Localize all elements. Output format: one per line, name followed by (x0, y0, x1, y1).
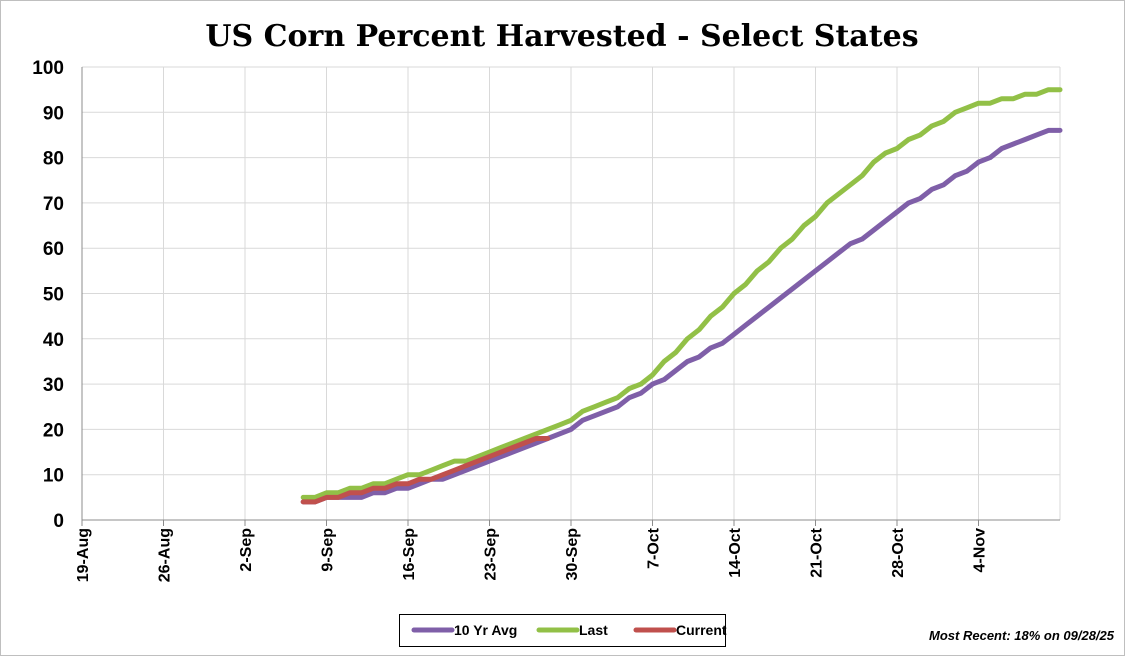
y-tick-label: 70 (43, 194, 64, 215)
x-tick-label: 7-Oct (646, 527, 663, 569)
series-lines (300, 87, 1063, 505)
x-tick-label: 23-Sep (483, 528, 500, 581)
y-tick-label: 40 (43, 330, 64, 351)
x-tick-label: 9-Sep (320, 528, 337, 572)
x-tick-label: 21-Oct (809, 527, 826, 577)
y-axis-tick-labels: 0 10 20 30 40 50 60 70 80 90 100 (32, 58, 64, 532)
legend-label-last: Last (579, 622, 608, 638)
x-axis-tick-labels: 19-Aug 26-Aug 2-Sep 9-Sep 16-Sep 23-Sep 30-Sep… (75, 527, 989, 582)
y-tick-label: 20 (43, 420, 64, 441)
x-tick-label: 28-Oct (890, 527, 907, 577)
y-tick-label: 50 (43, 285, 64, 306)
legend-label-current: Current (676, 622, 727, 638)
y-tick-label: 100 (32, 58, 64, 79)
y-tick-label: 10 (43, 466, 64, 487)
x-tick-label: 16-Sep (401, 528, 418, 581)
legend: 10 Yr Avg Last Current (399, 614, 727, 647)
axes (81, 67, 1060, 526)
x-tick-label: 4-Nov (972, 528, 989, 573)
y-tick-label: 0 (53, 511, 64, 532)
y-tick-label: 80 (43, 149, 64, 170)
series-line-last (300, 87, 1063, 500)
series-line-current (300, 436, 551, 505)
x-tick-label: 14-Oct (727, 527, 744, 577)
x-tick-label: 2-Sep (238, 528, 255, 572)
x-tick-label: 26-Aug (157, 528, 174, 582)
chart-title: US Corn Percent Harvested - Select State… (205, 19, 918, 54)
y-tick-label: 90 (43, 103, 64, 124)
y-tick-label: 30 (43, 375, 64, 396)
x-tick-label: 30-Sep (564, 528, 581, 581)
legend-label-10-yr-avg: 10 Yr Avg (454, 622, 517, 638)
most-recent-note: Most Recent: 18% on 09/28/25 (929, 628, 1115, 643)
x-tick-label: 19-Aug (75, 528, 92, 582)
y-tick-label: 60 (43, 239, 64, 260)
